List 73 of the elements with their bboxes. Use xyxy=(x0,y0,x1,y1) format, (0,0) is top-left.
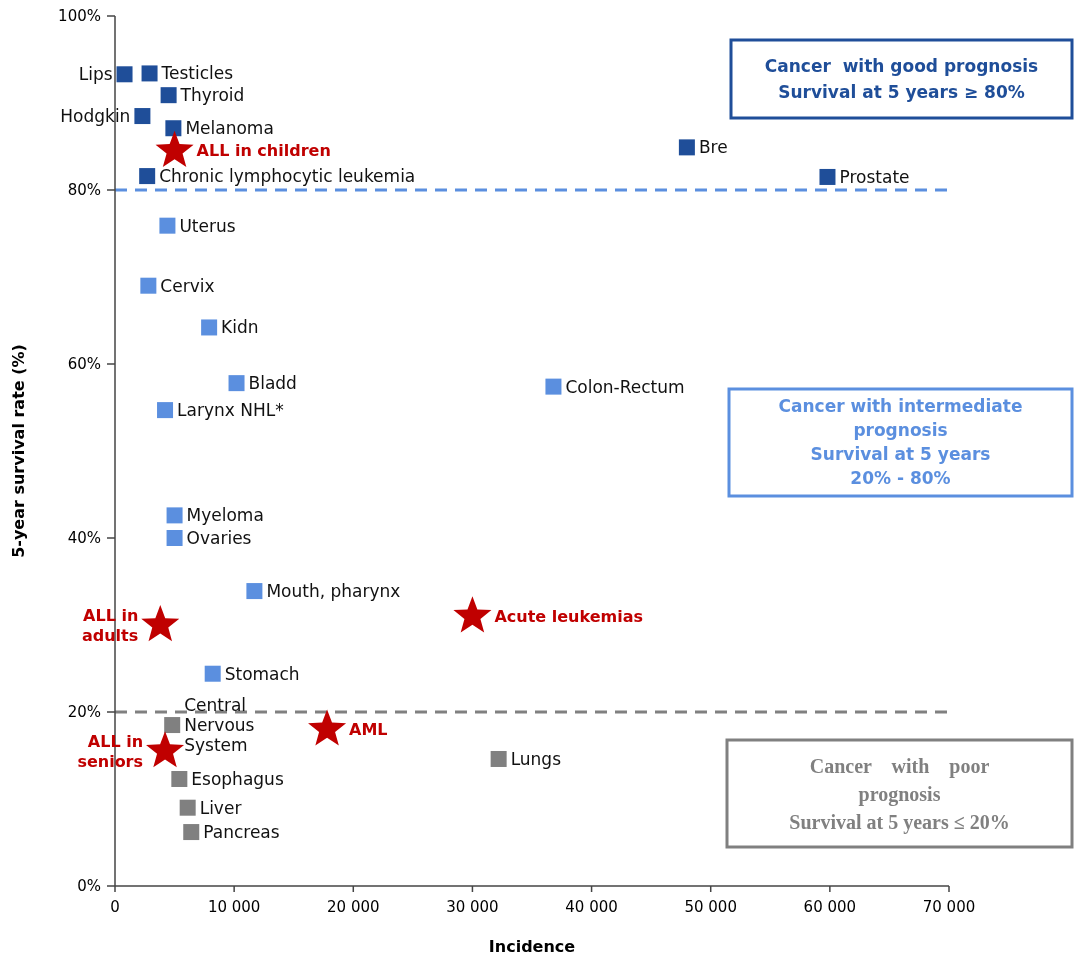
point xyxy=(116,66,133,83)
annotation: Pancreas xyxy=(203,822,280,843)
annotation: Prostate xyxy=(839,166,910,187)
annotation: Mouth, pharynx xyxy=(266,581,401,602)
annotation: Kidn xyxy=(221,317,259,338)
point xyxy=(159,217,176,234)
point xyxy=(166,530,183,546)
annotation: Testicles xyxy=(160,63,234,84)
point xyxy=(160,87,177,104)
y-tick-label: 0% xyxy=(77,877,101,896)
annotation: Uterus xyxy=(179,215,236,236)
point xyxy=(490,750,507,767)
x-tick-label: 50 000 xyxy=(684,898,737,916)
annotation: Cancer with intermediate prognosis Survival at 5 years 20% - 80% xyxy=(778,396,1023,489)
annotation: Myeloma xyxy=(186,505,264,526)
annotation: Ovaries xyxy=(186,527,252,548)
y-tick-label: 60% xyxy=(67,355,101,374)
annotation: Larynx NHL* xyxy=(177,400,284,421)
annotation: ALL in children xyxy=(196,141,331,161)
annotation: Chronic lymphocytic leukemia xyxy=(159,166,416,187)
point xyxy=(179,799,196,816)
x-tick-label: 30 000 xyxy=(446,898,499,916)
point xyxy=(183,824,200,841)
point xyxy=(246,583,263,600)
x-tick-label: 0 xyxy=(110,898,120,916)
annotation: Bladd xyxy=(248,373,297,394)
point xyxy=(134,108,151,125)
x-tick-label: 40 000 xyxy=(565,898,618,916)
point xyxy=(165,120,182,137)
point xyxy=(141,605,180,642)
point xyxy=(171,770,188,787)
point xyxy=(140,277,157,294)
x-tick-label: 10 000 xyxy=(207,898,261,916)
annotation: Stomach xyxy=(224,663,300,684)
point xyxy=(146,731,185,768)
point xyxy=(228,375,245,392)
annotation: Acute leukemias xyxy=(494,606,644,626)
y-tick-label: 100% xyxy=(58,7,101,26)
annotation: ALL in adults xyxy=(81,605,139,645)
y-axis-title: 5-year survival rate (%) xyxy=(9,344,28,558)
annotation: Melanoma xyxy=(185,118,274,139)
point xyxy=(201,319,218,336)
point xyxy=(678,139,695,156)
point xyxy=(204,665,221,682)
annotation: Central Nervous System xyxy=(184,695,255,755)
point xyxy=(157,402,174,419)
annotation: AML xyxy=(349,720,388,739)
x-axis-title: Incidence xyxy=(488,937,576,956)
x-tick-label: 20 000 xyxy=(327,898,380,916)
annotation: Lips xyxy=(78,64,113,85)
annotation: Cancer with good prognosis Survival at 5 years ≥ 80% xyxy=(764,55,1039,102)
annotation: Cancer with poor prognosis Survival at 5 years ≤ 20% xyxy=(789,754,1010,834)
x-tick-label: 60 000 xyxy=(803,898,857,916)
point xyxy=(453,596,492,633)
point xyxy=(308,709,347,746)
point xyxy=(164,717,181,734)
annotation: Thyroid xyxy=(179,85,245,106)
point xyxy=(166,507,183,524)
point xyxy=(139,168,156,185)
annotation: Bre xyxy=(698,137,728,158)
point xyxy=(141,65,158,82)
y-tick-label: 40% xyxy=(67,529,101,548)
y-tick-label: 20% xyxy=(67,703,101,722)
annotation: Colon-Rectum xyxy=(565,376,685,397)
annotation: Esophagus xyxy=(191,768,284,789)
x-tick-label: 70 000 xyxy=(922,898,976,916)
point xyxy=(819,168,836,185)
annotation: Lungs xyxy=(510,748,562,769)
point xyxy=(545,378,562,395)
y-tick-label: 80% xyxy=(67,181,101,200)
annotation: Cervix xyxy=(160,275,215,296)
annotation: ALL in seniors xyxy=(77,731,144,771)
annotation: Liver xyxy=(199,797,242,818)
